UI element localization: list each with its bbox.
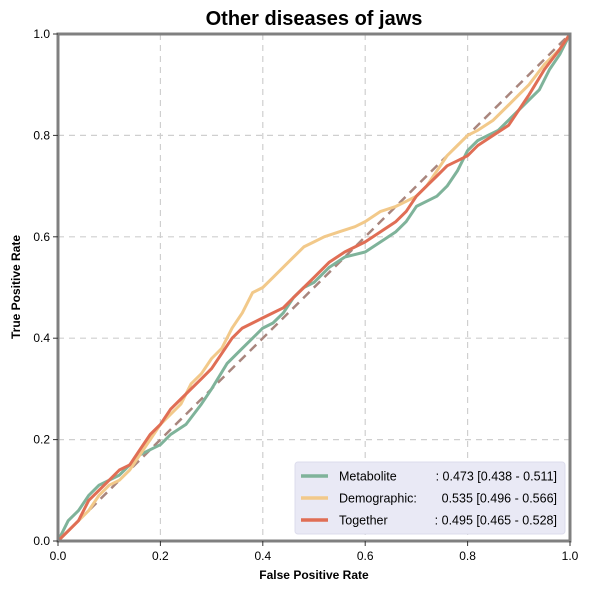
x-tick-label-2: 0.4: [254, 549, 271, 563]
y-tick-label-0: 0.0: [33, 534, 50, 548]
legend-stat-0: : 0.473 [0.438 - 0.511]: [436, 470, 557, 484]
plot-frame: [56, 32, 572, 543]
series-lines: [56, 33, 572, 543]
x-tick-label-4: 0.8: [459, 549, 476, 563]
diagonal-reference: [57, 33, 571, 542]
legend-stat-1: 0.535 [0.496 - 0.566]: [442, 492, 557, 506]
series-line-2: [56, 33, 572, 543]
legend: Metabolite : 0.473 [0.438 - 0.511] Demogra…: [294, 461, 566, 535]
legend-box: [294, 461, 566, 535]
x-tick-label-0: 0.0: [50, 549, 67, 563]
legend-label-2: Together: [339, 514, 388, 528]
y-tick-label-5: 1.0: [33, 27, 50, 41]
legend-label-0: Metabolite: [339, 470, 397, 484]
y-axis-label: True Positive Rate: [9, 235, 23, 339]
legend-stat-2: : 0.495 [0.465 - 0.528]: [435, 514, 557, 528]
x-axis-label: False Positive Rate: [259, 568, 369, 582]
y-tick-label-3: 0.6: [33, 230, 50, 244]
chart-title: Other diseases of jaws: [206, 8, 423, 30]
x-tick-label-5: 1.0: [562, 549, 579, 563]
x-tick-label-1: 0.2: [152, 549, 169, 563]
legend-label-1: Demographic:: [339, 492, 417, 506]
y-tick-label-1: 0.2: [33, 433, 50, 447]
series-line-1: [56, 33, 572, 543]
y-tick-label-2: 0.4: [33, 331, 50, 345]
axis-ticks: 0.0 0.2 0.4 0.6 0.8 1.0 0.0 0.2 0.4 0.6 0.8 1.0: [33, 27, 578, 563]
x-tick-label-3: 0.6: [357, 549, 374, 563]
diagonal-line: [57, 33, 571, 542]
y-tick-label-4: 0.8: [33, 128, 50, 142]
